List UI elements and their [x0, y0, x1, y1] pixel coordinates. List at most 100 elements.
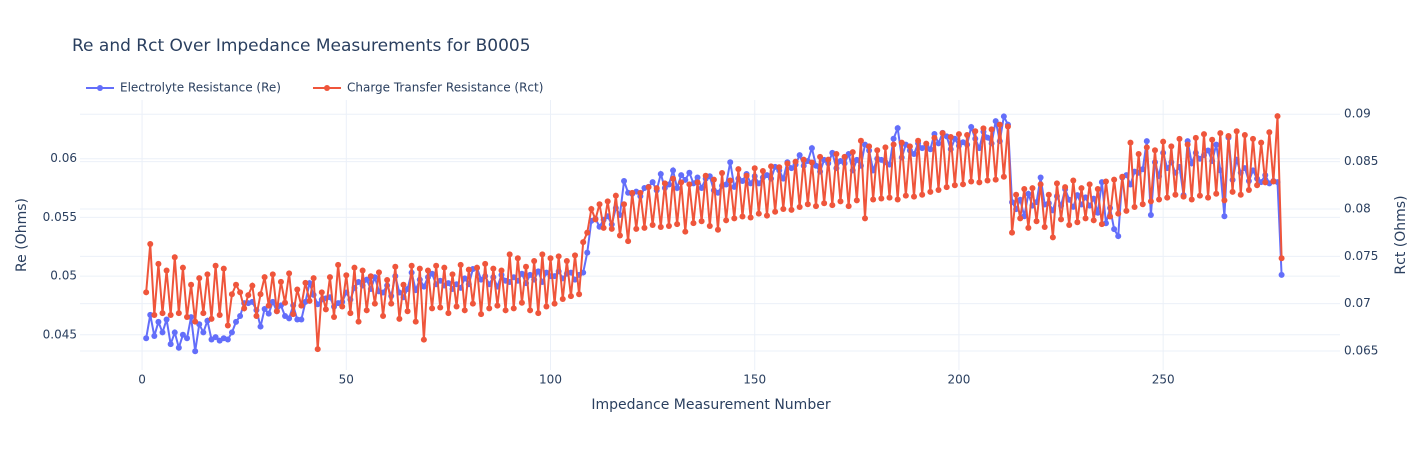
data-point — [1270, 178, 1277, 185]
data-point — [1066, 222, 1073, 229]
data-point — [670, 167, 677, 174]
data-point — [1245, 187, 1252, 193]
data-point — [535, 268, 542, 275]
data-point — [233, 318, 240, 325]
data-point — [1225, 133, 1232, 139]
data-point — [1241, 132, 1248, 139]
data-point — [1164, 194, 1171, 201]
data-point — [412, 318, 419, 325]
data-point — [584, 249, 591, 256]
y-axis-title: Re (Ohms) — [14, 198, 30, 272]
data-point — [821, 200, 828, 207]
data-point — [755, 210, 762, 217]
data-point — [935, 187, 942, 193]
data-point — [1221, 213, 1228, 220]
data-point — [306, 297, 313, 304]
data-point — [1025, 224, 1032, 231]
data-point — [465, 266, 472, 273]
data-point — [984, 177, 991, 184]
data-point — [375, 269, 382, 276]
data-point — [1180, 193, 1187, 200]
data-point — [629, 189, 636, 196]
legend-label: Charge Transfer Resistance (Rct) — [347, 81, 543, 95]
data-point — [919, 191, 926, 198]
data-point — [927, 188, 934, 195]
data-point — [674, 185, 681, 192]
data-point — [739, 178, 746, 184]
data-point — [874, 147, 881, 154]
data-point — [563, 258, 570, 265]
data-point — [649, 222, 656, 229]
data-point — [780, 205, 787, 212]
data-point — [853, 197, 860, 204]
data-point — [282, 299, 289, 306]
data-point — [592, 216, 599, 223]
data-point — [706, 223, 713, 229]
data-point — [861, 215, 868, 222]
y2-axis-title: Rct (Ohms) — [1393, 195, 1409, 274]
data-point — [1049, 234, 1056, 241]
data-point — [416, 265, 423, 272]
data-point — [755, 180, 762, 187]
data-point — [1172, 191, 1179, 198]
data-point — [1143, 144, 1150, 151]
data-point — [665, 223, 672, 229]
data-point — [551, 300, 558, 307]
data-point — [257, 323, 264, 330]
data-point — [923, 140, 930, 147]
x-tick-label: 200 — [947, 373, 970, 387]
data-point — [155, 318, 162, 325]
data-point — [694, 174, 701, 181]
data-point — [167, 312, 174, 319]
y2-tick-label: 0.08 — [1344, 201, 1371, 215]
data-point — [298, 302, 305, 309]
data-point — [980, 125, 987, 132]
data-point — [616, 232, 623, 239]
data-point — [1094, 186, 1101, 193]
data-point — [682, 228, 689, 235]
data-point — [996, 121, 1003, 128]
data-point — [567, 293, 574, 300]
data-point — [445, 310, 452, 317]
data-point — [184, 335, 191, 342]
data-point — [355, 318, 362, 325]
data-point — [1127, 139, 1134, 146]
data-point — [984, 134, 991, 141]
data-point — [1192, 134, 1199, 141]
data-point — [216, 312, 223, 319]
data-point — [796, 152, 803, 159]
data-point — [788, 206, 795, 213]
data-point — [911, 193, 918, 200]
data-point — [960, 181, 967, 188]
data-point — [539, 251, 546, 258]
data-point — [772, 208, 779, 215]
data-point — [878, 195, 885, 202]
data-point — [1053, 180, 1060, 187]
data-point — [625, 238, 632, 245]
data-point — [290, 311, 297, 318]
data-point — [314, 346, 321, 353]
data-point — [437, 304, 444, 311]
data-point — [915, 137, 922, 144]
data-point — [543, 303, 550, 310]
data-point — [331, 313, 338, 320]
data-point — [359, 267, 366, 274]
data-point — [808, 145, 815, 152]
legend-marker — [97, 85, 103, 91]
data-point — [233, 281, 240, 288]
data-point — [763, 212, 770, 219]
data-point — [1021, 186, 1028, 193]
x-tick-label: 250 — [1152, 373, 1175, 387]
y-tick-label: 0.06 — [50, 151, 77, 165]
data-point — [1156, 196, 1163, 203]
data-point — [580, 239, 587, 246]
data-point — [273, 308, 280, 315]
data-point — [780, 175, 787, 182]
data-point — [461, 307, 468, 314]
data-point — [1250, 135, 1257, 142]
data-point — [429, 305, 436, 312]
data-point — [596, 201, 603, 208]
data-point — [322, 306, 329, 313]
data-point — [723, 181, 730, 188]
data-point — [1123, 207, 1130, 214]
